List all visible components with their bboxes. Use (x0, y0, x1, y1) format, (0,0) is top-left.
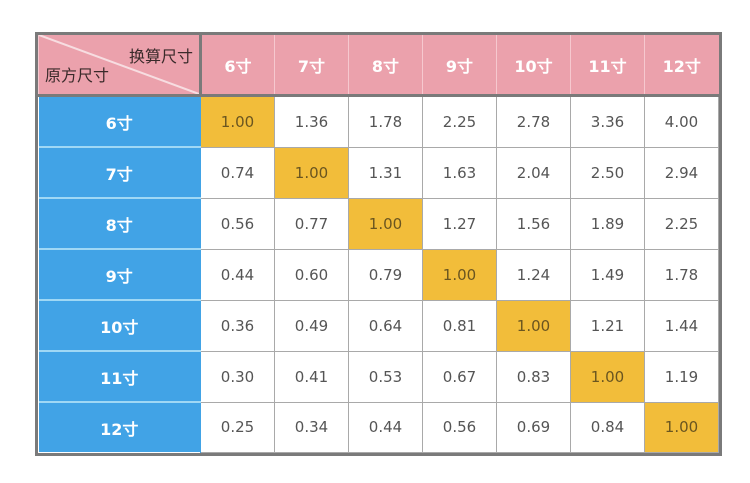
table-cell: 0.41 (274, 350, 349, 403)
row-header: 11寸 (38, 350, 201, 402)
column-header: 11寸 (570, 35, 645, 96)
column-header: 6寸 (200, 35, 275, 96)
column-header: 7寸 (274, 35, 349, 96)
table-cell: 0.25 (200, 401, 275, 453)
table-cell: 1.00 (348, 197, 423, 250)
table-cell: 3.36 (570, 95, 645, 148)
table-cell: 0.44 (348, 401, 423, 453)
table-cell: 2.25 (422, 95, 497, 148)
header-row: 换算尺寸 原方尺寸 6寸 7寸 8寸 9寸 10寸 11寸 12寸 (38, 35, 719, 96)
table-cell: 0.67 (422, 350, 497, 403)
table-cell: 1.56 (496, 197, 571, 250)
table-cell: 1.24 (496, 248, 571, 301)
table-row: 9寸 0.44 0.60 0.79 1.00 1.24 1.49 1.78 (38, 248, 719, 301)
table-cell: 0.83 (496, 350, 571, 403)
table-cell: 0.53 (348, 350, 423, 403)
row-header: 9寸 (38, 248, 201, 300)
row-header: 12寸 (38, 401, 201, 452)
row-header: 6寸 (38, 95, 201, 147)
table-cell: 2.50 (570, 146, 645, 199)
table-cell: 0.81 (422, 299, 497, 352)
table-cell: 0.56 (200, 197, 275, 250)
corner-cell: 换算尺寸 原方尺寸 (38, 35, 202, 96)
table-cell: 1.00 (570, 350, 645, 403)
table-cell: 1.44 (644, 299, 719, 352)
original-size-label: 原方尺寸 (45, 66, 110, 85)
table-cell: 1.00 (496, 299, 571, 352)
table-cell: 0.77 (274, 197, 349, 250)
row-header: 8寸 (38, 197, 201, 249)
table-cell: 1.00 (644, 401, 719, 453)
table-cell: 0.84 (570, 401, 645, 453)
table-cell: 1.31 (348, 146, 423, 199)
table-cell: 1.27 (422, 197, 497, 250)
table-cell: 0.56 (422, 401, 497, 453)
table-cell: 0.79 (348, 248, 423, 301)
table-cell: 1.00 (274, 146, 349, 199)
table-cell: 0.60 (274, 248, 349, 301)
diagonal-line-icon (39, 35, 199, 94)
column-header: 12寸 (644, 35, 719, 96)
table-row: 6寸 1.00 1.36 1.78 2.25 2.78 3.36 4.00 (38, 95, 719, 148)
table-row: 7寸 0.74 1.00 1.31 1.63 2.04 2.50 2.94 (38, 146, 719, 199)
table-cell: 0.49 (274, 299, 349, 352)
row-header: 7寸 (38, 146, 201, 198)
table-row: 12寸 0.25 0.34 0.44 0.56 0.69 0.84 1.00 (38, 401, 719, 453)
table-cell: 1.78 (348, 95, 423, 148)
table-cell: 0.44 (200, 248, 275, 301)
table-cell: 0.34 (274, 401, 349, 453)
table-cell: 4.00 (644, 95, 719, 148)
row-header: 10寸 (38, 299, 201, 351)
table-cell: 0.64 (348, 299, 423, 352)
table-cell: 1.00 (422, 248, 497, 301)
table-cell: 1.36 (274, 95, 349, 148)
table-cell: 2.25 (644, 197, 719, 250)
table-row: 10寸 0.36 0.49 0.64 0.81 1.00 1.21 1.44 (38, 299, 719, 352)
table-cell: 1.78 (644, 248, 719, 301)
table-cell: 2.78 (496, 95, 571, 148)
table-cell: 1.89 (570, 197, 645, 250)
column-header: 10寸 (496, 35, 571, 96)
converted-size-label: 换算尺寸 (128, 47, 193, 66)
column-header: 8寸 (348, 35, 423, 96)
size-conversion-table: 换算尺寸 原方尺寸 6寸 7寸 8寸 9寸 10寸 11寸 12寸 6寸 1.0… (35, 32, 722, 456)
table-cell: 0.36 (200, 299, 275, 352)
table-row: 8寸 0.56 0.77 1.00 1.27 1.56 1.89 2.25 (38, 197, 719, 250)
table-cell: 0.69 (496, 401, 571, 453)
table-row: 11寸 0.30 0.41 0.53 0.67 0.83 1.00 1.19 (38, 350, 719, 403)
column-header: 9寸 (422, 35, 497, 96)
table-cell: 1.21 (570, 299, 645, 352)
table-cell: 1.19 (644, 350, 719, 403)
table-cell: 2.94 (644, 146, 719, 199)
table-cell: 1.00 (200, 95, 275, 148)
table-cell: 1.49 (570, 248, 645, 301)
table-cell: 0.74 (200, 146, 275, 199)
table-cell: 2.04 (496, 146, 571, 199)
table-cell: 0.30 (200, 350, 275, 403)
table-cell: 1.63 (422, 146, 497, 199)
